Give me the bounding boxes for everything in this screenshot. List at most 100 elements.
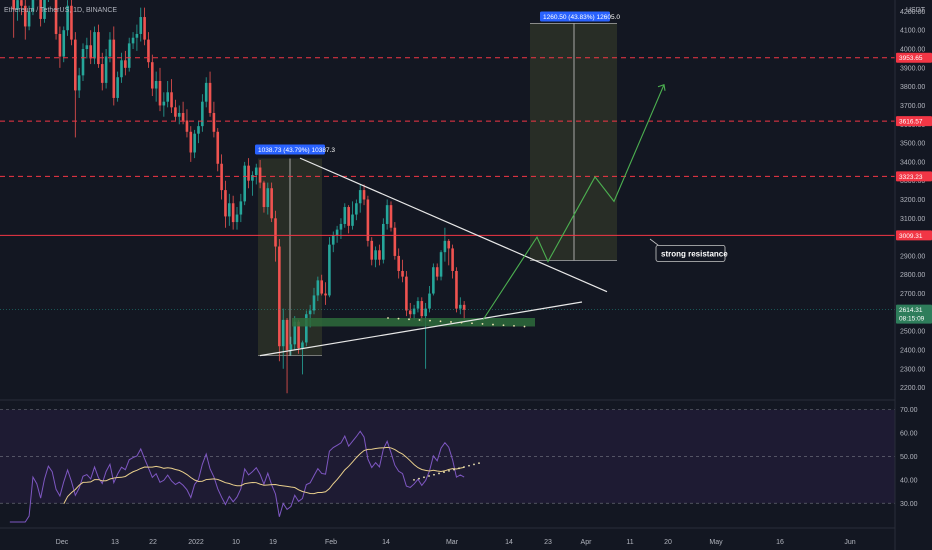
candle-body[interactable] [312, 295, 316, 311]
candle-body[interactable] [281, 319, 285, 347]
support-zone[interactable] [292, 318, 535, 327]
candle-body[interactable] [158, 81, 162, 106]
candles[interactable] [5, 0, 466, 394]
candle-body[interactable] [289, 344, 293, 350]
candle-body[interactable] [424, 308, 427, 317]
candle-body[interactable] [455, 270, 458, 309]
candle-body[interactable] [408, 310, 412, 315]
candle-body[interactable] [58, 33, 62, 57]
candle-body[interactable] [74, 39, 77, 91]
measure-zone-2[interactable] [530, 23, 617, 261]
candle-body[interactable] [262, 182, 266, 208]
candle-body[interactable] [120, 60, 123, 78]
candle-body[interactable] [54, 0, 58, 34]
drawing-overlays[interactable]: strong resistance [0, 57, 895, 357]
candle-body[interactable] [339, 223, 343, 230]
candle-body[interactable] [162, 101, 166, 106]
candle-body[interactable] [305, 314, 308, 343]
candle-body[interactable] [228, 203, 231, 217]
candle-body[interactable] [193, 133, 196, 153]
candle-body[interactable] [135, 33, 139, 38]
candle-body[interactable] [177, 112, 181, 117]
price-axis[interactable]: 2200.002300.002400.002500.002600.002700.… [894, 0, 932, 550]
candle-body[interactable] [401, 270, 404, 277]
descending-trendline[interactable] [299, 157, 608, 293]
candle-body[interactable] [112, 39, 116, 98]
candle-body[interactable] [439, 252, 443, 277]
candle-body[interactable] [143, 17, 146, 40]
candle-body[interactable] [397, 255, 400, 271]
candle-body[interactable] [412, 308, 416, 315]
date-axis[interactable]: Dec 13 22 2022 10 19 Feb 14 Mar 14 23 Apr 11 20 May 16 J… [56, 539, 856, 546]
candle-body[interactable] [378, 250, 381, 260]
level-price-tag[interactable] [896, 230, 932, 241]
candle-body[interactable] [258, 167, 262, 183]
candle-body[interactable] [432, 267, 435, 294]
candle-body[interactable] [139, 17, 143, 34]
candle-body[interactable] [77, 75, 81, 91]
candle-body[interactable] [189, 131, 193, 153]
current-price-tag[interactable] [896, 304, 932, 324]
candle-body[interactable] [382, 223, 385, 260]
candle-body[interactable] [374, 250, 377, 260]
candle-body[interactable] [266, 188, 270, 208]
candle-body[interactable] [23, 5, 27, 27]
candle-body[interactable] [420, 301, 424, 317]
candle-body[interactable] [278, 246, 281, 347]
candle-body[interactable] [16, 0, 19, 10]
candle-body[interactable] [166, 92, 169, 102]
candle-body[interactable] [254, 167, 258, 176]
candle-body[interactable] [43, 0, 46, 19]
candle-body[interactable] [308, 310, 312, 315]
candle-body[interactable] [181, 112, 185, 121]
candle-body[interactable] [251, 175, 254, 181]
candle-body[interactable] [39, 0, 42, 19]
candle-body[interactable] [208, 82, 212, 113]
candle-body[interactable] [212, 112, 216, 132]
candle-body[interactable] [301, 342, 304, 349]
candle-body[interactable] [204, 82, 208, 102]
candle-body[interactable] [31, 0, 35, 12]
candle-body[interactable] [324, 293, 327, 296]
candle-body[interactable] [389, 205, 393, 228]
candle-body[interactable] [451, 248, 454, 271]
candle-body[interactable] [62, 30, 66, 57]
candle-body[interactable] [147, 39, 150, 63]
candle-body[interactable] [104, 56, 108, 83]
candle-body[interactable] [81, 49, 85, 76]
candle-body[interactable] [370, 240, 374, 260]
candle-body[interactable] [170, 92, 173, 108]
candle-body[interactable] [343, 207, 347, 224]
candle-body[interactable] [297, 321, 300, 349]
candle-body[interactable] [93, 32, 96, 59]
candle-body[interactable] [443, 240, 447, 253]
ascending-trendline[interactable] [259, 301, 583, 357]
candle-body[interactable] [239, 201, 243, 215]
candle-body[interactable] [405, 276, 408, 311]
projection-path[interactable] [482, 84, 665, 321]
annotation-box[interactable] [655, 245, 726, 262]
candle-body[interactable] [151, 62, 154, 89]
candle-body[interactable] [462, 304, 466, 310]
candle-body[interactable] [231, 203, 235, 223]
candle-body[interactable] [316, 280, 320, 296]
candle-body[interactable] [124, 60, 127, 68]
candle-body[interactable] [185, 120, 189, 132]
candle-body[interactable] [335, 229, 339, 236]
candle-body[interactable] [331, 235, 335, 245]
candle-body[interactable] [116, 77, 119, 98]
candle-body[interactable] [85, 45, 89, 50]
candle-body[interactable] [435, 267, 439, 277]
candle-body[interactable] [416, 301, 420, 309]
candle-body[interactable] [20, 0, 23, 6]
candle-body[interactable] [216, 131, 220, 164]
candle-body[interactable] [70, 5, 73, 40]
candle-body[interactable] [224, 190, 227, 217]
candle-body[interactable] [154, 81, 158, 89]
candle-body[interactable] [100, 64, 104, 83]
candle-body[interactable] [12, 0, 15, 10]
candle-body[interactable] [127, 43, 131, 68]
candle-body[interactable] [459, 304, 462, 309]
candle-body[interactable] [320, 280, 323, 294]
